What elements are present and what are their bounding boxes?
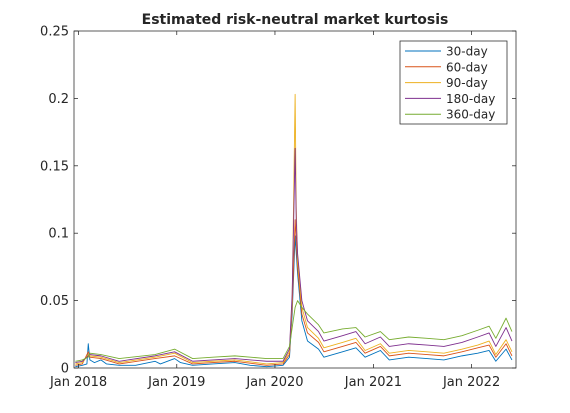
x-tick-label: Jan 2018 (49, 375, 107, 390)
y-tick-label: 0.15 (40, 159, 69, 174)
axes-layer: 0 0.05 0.1 0.15 0.2 0.25 Jan 2018 Jan 2019 Jan 2… (40, 25, 516, 390)
x-tick-label: Jan 2022 (442, 375, 500, 390)
y-tick-label: 0.25 (40, 25, 69, 40)
y-tick-label: 0.2 (48, 92, 69, 107)
x-tick-label: Jan 2019 (147, 375, 205, 390)
y-tick-label: 0.1 (48, 227, 69, 242)
legend-label: 30-day (446, 45, 488, 59)
legend-label: 180-day (446, 92, 495, 106)
y-tick-label: 0.05 (40, 294, 69, 309)
legend-label: 90-day (446, 76, 488, 90)
series-line-180-day (75, 147, 513, 364)
legend-label: 60-day (446, 60, 488, 74)
series-line-360-day (75, 300, 513, 362)
chart-title: Estimated risk-neutral market kurtosis (142, 12, 449, 28)
x-tick-label: Jan 2020 (245, 375, 303, 390)
series-layer (75, 93, 513, 368)
plot-frame (73, 30, 517, 369)
series-line-60-day (75, 219, 513, 366)
x-tick-label: Jan 2021 (344, 375, 402, 390)
y-tick-label: 0 (61, 362, 69, 377)
series-line-90-day (75, 93, 513, 365)
legend-label: 360-day (446, 108, 495, 122)
